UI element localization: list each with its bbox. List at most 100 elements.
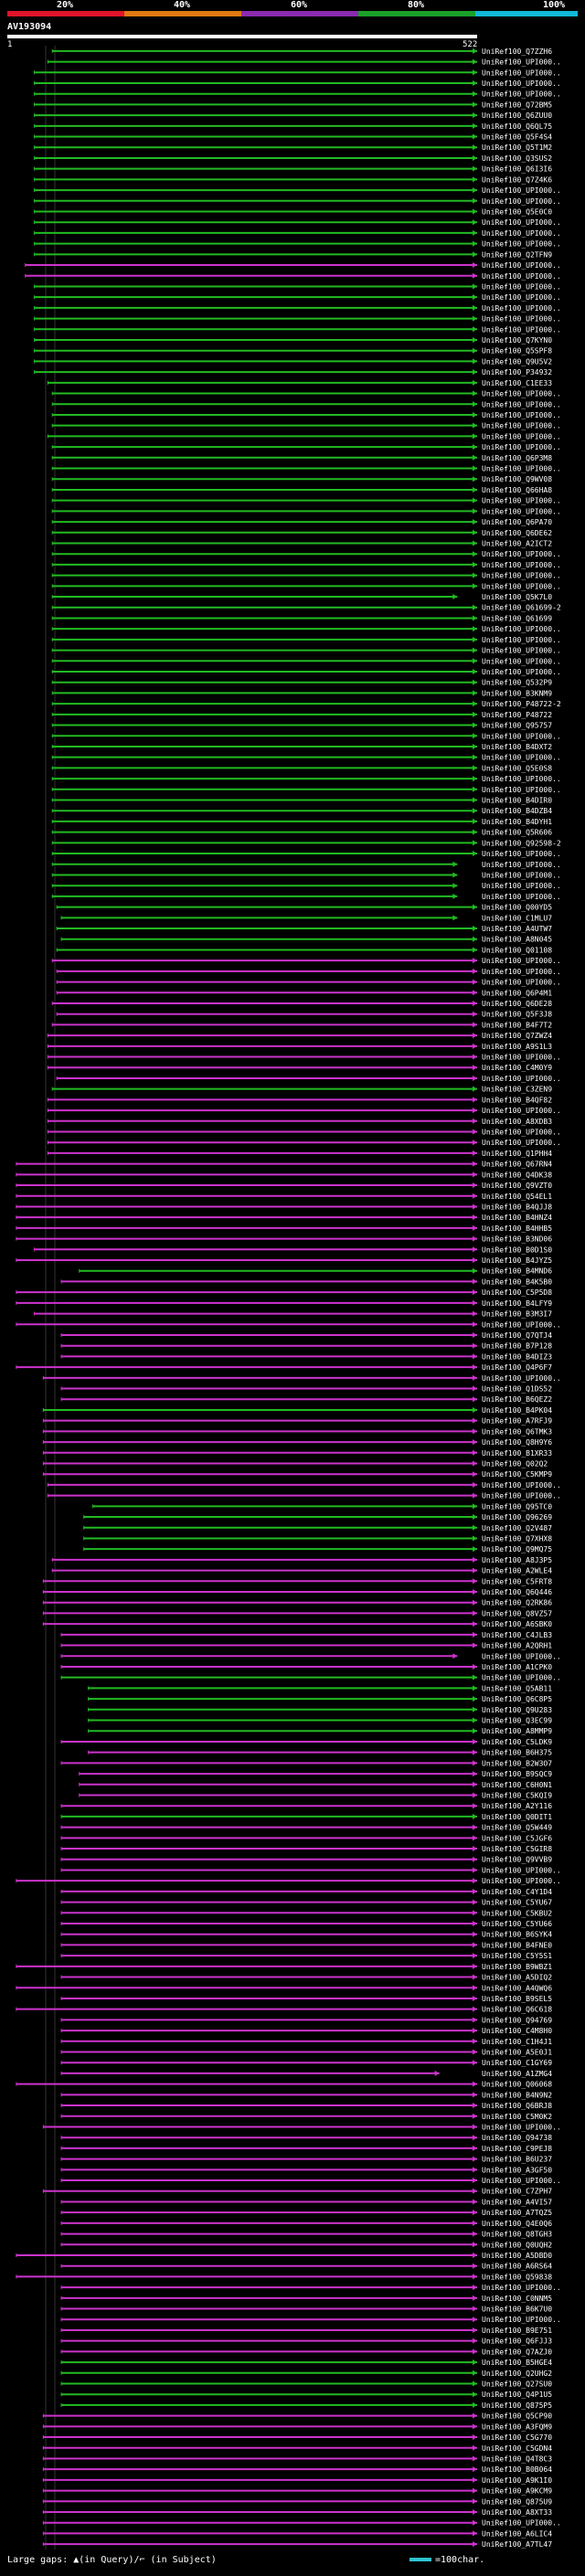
hit-row[interactable]: UniRef100_C0NNM5 [60,2295,552,2303]
hit-label[interactable]: UniRef100_Q6P3M8 [482,454,552,462]
hit-label[interactable]: UniRef100_Q4E0Q6 [482,2220,552,2228]
hit-row[interactable]: UniRef100_Q95757 [51,722,552,730]
hit-row[interactable]: UniRef100_UPI000.. [56,968,561,976]
hit-label[interactable]: UniRef100_UPI000.. [482,218,561,227]
hit-row[interactable]: UniRef100_UPI000.. [34,315,561,323]
hit-label[interactable]: UniRef100_C5FRT8 [482,1577,552,1585]
hit-row[interactable]: UniRef100_UPI000.. [51,657,561,665]
hit-label[interactable]: UniRef100_A2WLE4 [482,1567,552,1575]
hit-row[interactable]: UniRef100_Q6Q446 [42,1588,552,1596]
hit-label[interactable]: UniRef100_Q5W449 [482,1824,552,1832]
hit-row[interactable]: UniRef100_UPI000.. [60,1866,561,1874]
hit-label[interactable]: UniRef100_A5E0J1 [482,2049,552,2057]
hit-row[interactable]: UniRef100_UPI000.. [34,80,561,88]
hit-row[interactable]: UniRef100_Q6BRJ8 [60,2102,552,2110]
hit-label[interactable]: UniRef100_Q9U5V2 [482,357,552,366]
hit-row[interactable]: UniRef100_B6K7U0 [60,2306,552,2314]
hit-row[interactable]: UniRef100_A6SBK0 [42,1620,552,1628]
hit-row[interactable]: UniRef100_UPI000.. [34,90,561,99]
hit-label[interactable]: UniRef100_Q1PHH4 [482,1150,552,1158]
hit-row[interactable]: UniRef100_C4M8H0 [60,2027,552,2035]
hit-row[interactable]: UniRef100_B4PK04 [42,1406,552,1415]
hit-row[interactable]: UniRef100_UPI000.. [34,293,561,302]
hit-label[interactable]: UniRef100_Q6PA70 [482,518,552,526]
hit-label[interactable]: UniRef100_A2QRH1 [482,1642,552,1650]
hit-row[interactable]: UniRef100_UPI000.. [51,465,561,473]
hit-row[interactable]: UniRef100_UPI000.. [60,1652,561,1660]
hit-row[interactable]: UniRef100_Q4DK38 [16,1171,552,1179]
hit-label[interactable]: UniRef100_UPI000.. [482,1139,561,1147]
hit-row[interactable]: UniRef100_B4HHB5 [16,1224,552,1233]
hit-row[interactable]: UniRef100_Q06068 [16,2081,552,2089]
hit-row[interactable]: UniRef100_UPI000.. [34,282,561,291]
hit-row[interactable]: UniRef100_UPI000.. [47,1107,561,1115]
hit-label[interactable]: UniRef100_A4QWQ6 [482,1984,552,1992]
hit-label[interactable]: UniRef100_Q3EC99 [482,1717,552,1725]
hit-row[interactable]: UniRef100_UPI000.. [51,507,561,515]
hit-row[interactable]: UniRef100_UPI000.. [25,261,561,270]
hit-row[interactable]: UniRef100_A8N045 [60,936,552,944]
hit-label[interactable]: UniRef100_B4DXT2 [482,743,552,751]
hit-row[interactable]: UniRef100_A5DIQ2 [60,1974,552,1982]
hit-row[interactable]: UniRef100_B4JYZ5 [16,1256,552,1265]
hit-row[interactable]: UniRef100_B4HNZ4 [16,1214,552,1222]
hit-label[interactable]: UniRef100_A1CPK0 [482,1663,552,1671]
hit-row[interactable]: UniRef100_A5DBD0 [16,2252,552,2260]
hit-label[interactable]: UniRef100_UPI000.. [482,636,561,644]
hit-row[interactable]: UniRef100_Q6TMK3 [42,1427,552,1436]
hit-label[interactable]: UniRef100_Q6FJJ3 [482,2337,552,2346]
hit-row[interactable]: UniRef100_Q7XHX8 [83,1534,553,1542]
hit-row[interactable]: UniRef100_B6H375 [88,1749,553,1757]
hit-label[interactable]: UniRef100_B6QEZ2 [482,1395,552,1404]
hit-row[interactable]: UniRef100_A6RS64 [60,2263,552,2271]
hit-label[interactable]: UniRef100_Q94738 [482,2134,552,2142]
hit-label[interactable]: UniRef100_Q27SU0 [482,2380,552,2389]
hit-label[interactable]: UniRef100_Q59838 [482,2273,552,2281]
hit-label[interactable]: UniRef100_B3ND06 [482,1235,552,1244]
hit-row[interactable]: UniRef100_Q02Q2 [42,1459,548,1468]
hit-label[interactable]: UniRef100_Q0UQH2 [482,2241,552,2249]
hit-label[interactable]: UniRef100_B3KNM9 [482,689,552,697]
hit-label[interactable]: UniRef100_UPI000.. [482,968,561,976]
hit-row[interactable]: UniRef100_UPI000.. [42,2123,561,2131]
hit-label[interactable]: UniRef100_Q8TGH3 [482,2231,552,2239]
hit-label[interactable]: UniRef100_B6U237 [482,2156,552,2164]
hit-row[interactable]: UniRef100_C5Y5S1 [60,1952,552,1960]
hit-label[interactable]: UniRef100_C5KBU2 [482,1909,552,1917]
hit-label[interactable]: UniRef100_UPI000.. [482,979,561,987]
hit-label[interactable]: UniRef100_B4MND6 [482,1267,552,1276]
hit-row[interactable]: UniRef100_Q5R606 [51,829,552,837]
hit-label[interactable]: UniRef100_B4QF82 [482,1096,552,1104]
hit-row[interactable]: UniRef100_P34932 [34,368,553,376]
hit-label[interactable]: UniRef100_A6SBK0 [482,1620,552,1628]
hit-row[interactable]: UniRef100_A2Y116 [60,1802,552,1810]
hit-row[interactable]: UniRef100_B5HGE4 [60,2359,552,2367]
hit-row[interactable]: UniRef100_Q7AZJ0 [60,2348,552,2356]
hit-row[interactable]: UniRef100_UPI000.. [34,240,561,249]
hit-row[interactable]: UniRef100_Q7KYN0 [34,336,553,345]
hit-label[interactable]: UniRef100_Q6I3I6 [482,165,552,174]
hit-row[interactable]: UniRef100_Q5T1M2 [34,143,553,152]
hit-row[interactable]: UniRef100_Q95TC0 [92,1502,553,1511]
hit-label[interactable]: UniRef100_Q5F3J8 [482,1011,552,1019]
hit-row[interactable]: UniRef100_B4MND6 [79,1267,552,1276]
hit-label[interactable]: UniRef100_Q61699-2 [482,604,561,612]
hit-row[interactable]: UniRef100_Q9VZT0 [16,1182,552,1190]
hit-row[interactable]: UniRef100_UPI000.. [51,561,561,569]
hit-label[interactable]: UniRef100_B4JYZ5 [482,1256,552,1265]
hit-label[interactable]: UniRef100_UPI000.. [482,1107,561,1115]
hit-label[interactable]: UniRef100_UPI000.. [482,561,561,569]
hit-row[interactable]: UniRef100_Q01108 [56,946,552,954]
hit-row[interactable]: UniRef100_B4DIR0 [51,797,552,805]
hit-row[interactable]: UniRef100_Q61699 [51,614,552,622]
hit-label[interactable]: UniRef100_UPI000.. [482,1652,561,1660]
hit-row[interactable]: UniRef100_A3GF50 [60,2166,552,2174]
hit-label[interactable]: UniRef100_Q9WV08 [482,475,552,483]
hit-label[interactable]: UniRef100_Q01108 [482,946,552,954]
hit-label[interactable]: UniRef100_C5GIR8 [482,1845,552,1853]
hit-label[interactable]: UniRef100_UPI000.. [482,325,561,334]
hit-label[interactable]: UniRef100_B4F7T2 [482,1021,552,1029]
hit-row[interactable]: UniRef100_C3ZEN9 [51,1086,552,1094]
hit-label[interactable]: UniRef100_B9SEL5 [482,1995,552,2003]
hit-label[interactable]: UniRef100_B4HNZ4 [482,1214,552,1222]
